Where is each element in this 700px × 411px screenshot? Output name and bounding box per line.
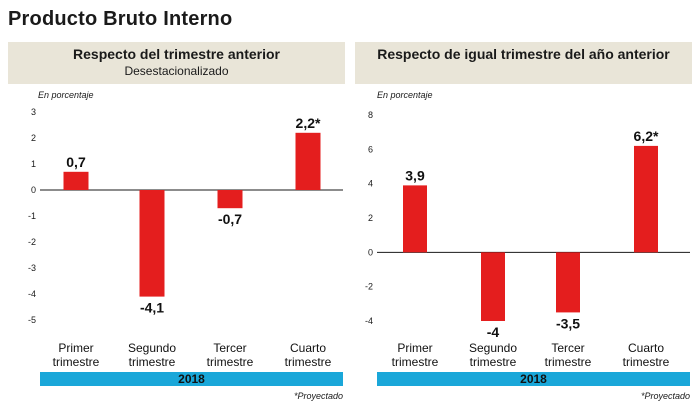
left-year-band: 2018 — [40, 372, 343, 386]
left-category-label: Primer — [58, 341, 93, 355]
left-data-label: -4,1 — [140, 300, 164, 316]
right-category-label: Segundo — [469, 341, 517, 355]
right-bar — [403, 185, 427, 253]
left-y-tick-label: -1 — [28, 211, 36, 221]
right-y-axis-label: En porcentaje — [377, 90, 433, 100]
right-y-tick-label: -2 — [365, 282, 373, 292]
left-y-axis-label: En porcentaje — [38, 90, 94, 100]
left-y-tick-label: 0 — [31, 185, 36, 195]
left-y-tick-label: -5 — [28, 315, 36, 325]
right-bar — [556, 252, 580, 313]
left-footnote: *Proyectado — [293, 391, 343, 401]
right-data-label: -4 — [487, 324, 500, 340]
left-y-tick-label: -3 — [28, 263, 36, 273]
left-category-label: trimestre — [53, 355, 100, 369]
left-y-tick-label: -2 — [28, 237, 36, 247]
left-panel-subtitle: Desestacionalizado — [124, 64, 229, 78]
right-panel-header: Respecto de igual trimestre del año ante… — [355, 42, 692, 84]
right-bar-chart: 86420-2-43,9Primertrimestre-4Segundotrim… — [365, 110, 690, 369]
left-category-label: trimestre — [129, 355, 176, 369]
left-bar — [139, 190, 165, 297]
right-y-tick-label: 6 — [368, 144, 373, 154]
right-bar — [634, 145, 658, 253]
right-category-label: Primer — [397, 341, 432, 355]
right-year-band: 2018 — [377, 372, 690, 386]
left-data-label: 2,2* — [296, 115, 321, 131]
left-bar — [217, 190, 243, 209]
left-category-label: trimestre — [285, 355, 332, 369]
left-chart-panel: Respecto del trimestre anterior Desestac… — [8, 42, 345, 404]
right-bar — [481, 252, 505, 321]
right-category-label: Cuarto — [628, 341, 664, 355]
left-bar — [295, 132, 321, 190]
left-y-tick-label: 1 — [31, 159, 36, 169]
left-bar-chart: 3210-1-2-3-4-50,7Primertrimestre-4,1Segu… — [28, 107, 343, 369]
right-footnote: *Proyectado — [640, 391, 690, 401]
right-chart-panel: Respecto de igual trimestre del año ante… — [355, 42, 692, 404]
right-y-tick-label: 8 — [368, 110, 373, 120]
right-y-tick-label: 4 — [368, 179, 373, 189]
page-title: Producto Bruto Interno — [8, 8, 233, 30]
left-category-label: Cuarto — [290, 341, 326, 355]
right-y-tick-label: 2 — [368, 213, 373, 223]
left-panel-header: Respecto del trimestre anterior Desestac… — [8, 42, 345, 84]
left-category-label: Tercer — [213, 341, 246, 355]
left-bar — [63, 171, 89, 190]
left-y-tick-label: -4 — [28, 289, 36, 299]
right-category-label: trimestre — [623, 355, 670, 369]
left-data-label: -0,7 — [218, 211, 242, 227]
left-data-label: 0,7 — [66, 154, 86, 170]
left-y-tick-label: 3 — [31, 107, 36, 117]
left-category-label: trimestre — [207, 355, 254, 369]
right-y-tick-label: -4 — [365, 316, 373, 326]
right-data-label: 6,2* — [634, 128, 659, 144]
right-category-label: Tercer — [551, 341, 584, 355]
right-category-label: trimestre — [470, 355, 517, 369]
left-y-tick-label: 2 — [31, 133, 36, 143]
left-panel-title: Respecto del trimestre anterior — [73, 46, 280, 62]
right-data-label: 3,9 — [405, 167, 425, 183]
right-category-label: trimestre — [392, 355, 439, 369]
right-data-label: -3,5 — [556, 315, 580, 331]
right-panel-title: Respecto de igual trimestre del año ante… — [377, 46, 670, 62]
right-y-tick-label: 0 — [368, 247, 373, 257]
left-category-label: Segundo — [128, 341, 176, 355]
right-category-label: trimestre — [545, 355, 592, 369]
